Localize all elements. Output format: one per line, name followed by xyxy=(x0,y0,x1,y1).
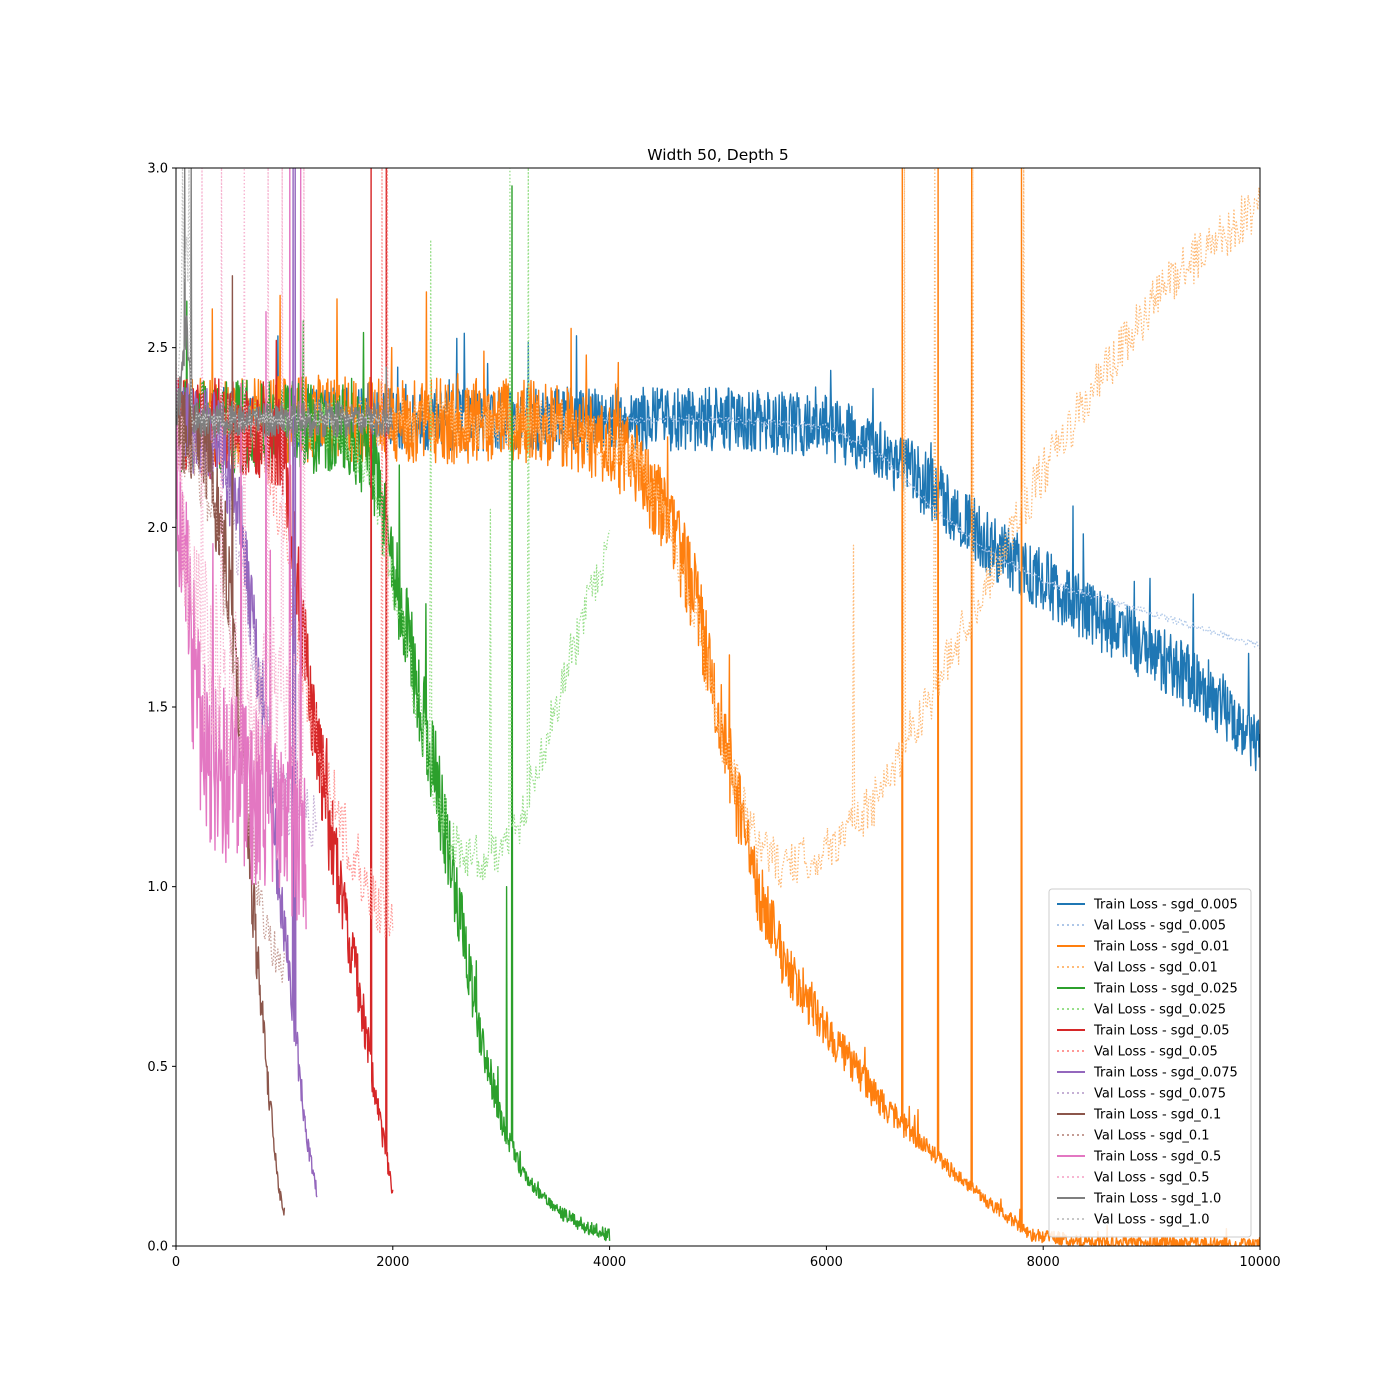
series-line-10 xyxy=(176,275,286,1216)
series-line-13 xyxy=(176,168,307,804)
legend: Train Loss - sgd_0.005 Val Loss - sgd_0.0… xyxy=(1048,888,1252,1238)
series-line-14 xyxy=(176,168,394,439)
legend-label: Val Loss - sgd_0.1 xyxy=(1094,1129,1210,1144)
legend-label: Val Loss - sgd_0.025 xyxy=(1094,1003,1226,1018)
legend-label: Train Loss - sgd_0.05 xyxy=(1093,1024,1230,1039)
legend-label: Val Loss - sgd_1.0 xyxy=(1094,1213,1210,1228)
y-tick-label: 0.5 xyxy=(147,1060,168,1075)
y-tick-label: 1.0 xyxy=(147,880,168,895)
legend-label: Val Loss - sgd_0.05 xyxy=(1094,1045,1218,1060)
legend-label: Val Loss - sgd_0.075 xyxy=(1094,1087,1226,1102)
y-tick-label: 2.5 xyxy=(147,341,168,356)
y-tick-label: 3.0 xyxy=(147,162,168,177)
x-tick-label: 10000 xyxy=(1239,1255,1280,1270)
series-line-12 xyxy=(176,168,307,930)
plot-area xyxy=(175,167,1261,1247)
chart-title: Width 50, Depth 5 xyxy=(647,146,789,164)
legend-label: Train Loss - sgd_0.005 xyxy=(1093,898,1238,913)
series-line-11 xyxy=(176,415,286,983)
x-tick-label: 0 xyxy=(172,1255,180,1270)
x-axis: 0 2000 4000 6000 8000 10000 xyxy=(172,1246,1281,1270)
x-tick-label: 8000 xyxy=(1027,1255,1060,1270)
series-line-3 xyxy=(176,168,1260,889)
legend-label: Train Loss - sgd_0.01 xyxy=(1093,940,1230,955)
legend-label: Train Loss - sgd_0.025 xyxy=(1093,982,1238,997)
series-layer xyxy=(176,168,1260,1246)
series-line-15 xyxy=(176,168,394,428)
legend-label: Val Loss - sgd_0.01 xyxy=(1094,961,1218,976)
legend-label: Train Loss - sgd_0.075 xyxy=(1093,1066,1238,1081)
y-tick-label: 1.5 xyxy=(147,701,168,716)
legend-label: Train Loss - sgd_1.0 xyxy=(1093,1192,1221,1207)
legend-box xyxy=(1048,888,1252,1238)
x-tick-label: 6000 xyxy=(810,1255,843,1270)
series-line-6 xyxy=(176,168,394,1194)
y-tick-label: 2.0 xyxy=(147,521,168,536)
legend-label: Val Loss - sgd_0.005 xyxy=(1094,919,1226,934)
legend-label: Train Loss - sgd_0.1 xyxy=(1093,1108,1221,1123)
y-axis: 0.0 0.5 1.0 1.5 2.0 2.5 3.0 xyxy=(147,162,176,1255)
x-tick-label: 4000 xyxy=(593,1255,626,1270)
y-tick-label: 0.0 xyxy=(147,1240,168,1255)
x-tick-label: 2000 xyxy=(376,1255,409,1270)
legend-label: Val Loss - sgd_0.5 xyxy=(1094,1171,1210,1186)
series-line-7 xyxy=(176,168,394,938)
legend-label: Train Loss - sgd_0.5 xyxy=(1093,1150,1221,1165)
